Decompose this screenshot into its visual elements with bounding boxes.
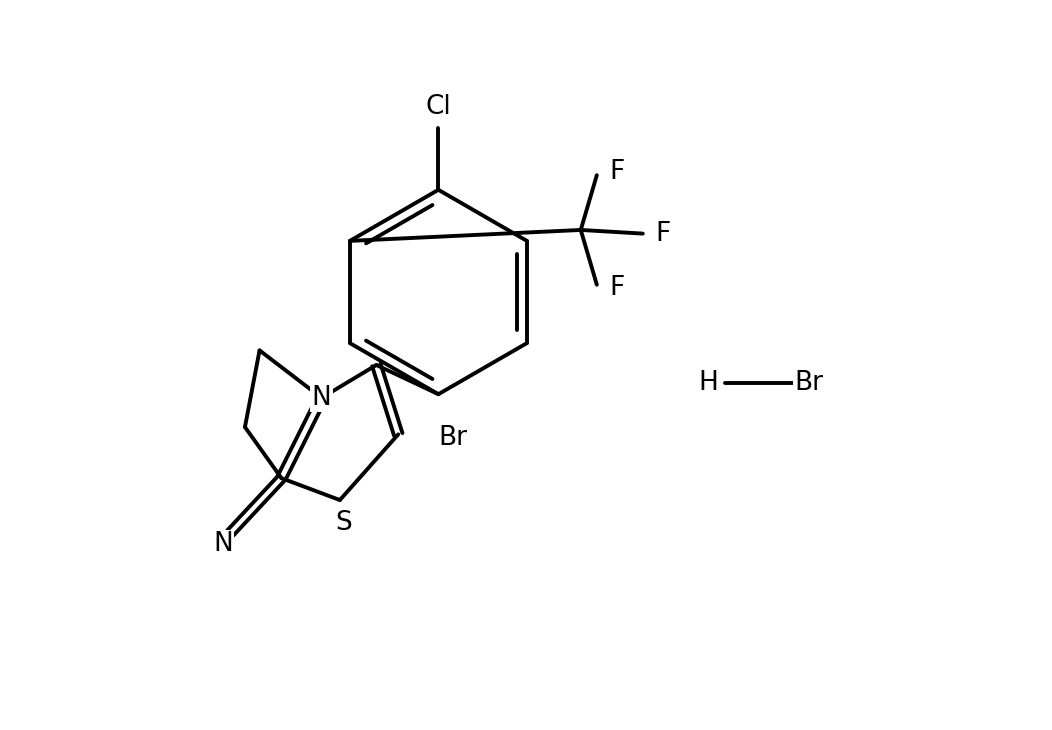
Text: N: N [214, 531, 232, 557]
Text: S: S [336, 510, 351, 537]
Text: N: N [311, 385, 331, 411]
Text: H: H [699, 370, 719, 396]
Text: F: F [609, 158, 625, 185]
Text: F: F [609, 275, 625, 301]
Text: F: F [655, 220, 671, 247]
Text: Br: Br [794, 370, 824, 396]
Text: Cl: Cl [425, 94, 451, 120]
Text: Br: Br [439, 425, 467, 451]
